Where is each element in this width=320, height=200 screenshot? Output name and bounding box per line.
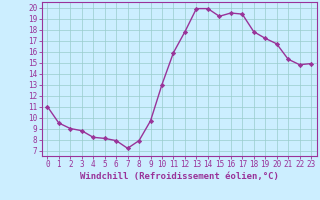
X-axis label: Windchill (Refroidissement éolien,°C): Windchill (Refroidissement éolien,°C) (80, 172, 279, 181)
